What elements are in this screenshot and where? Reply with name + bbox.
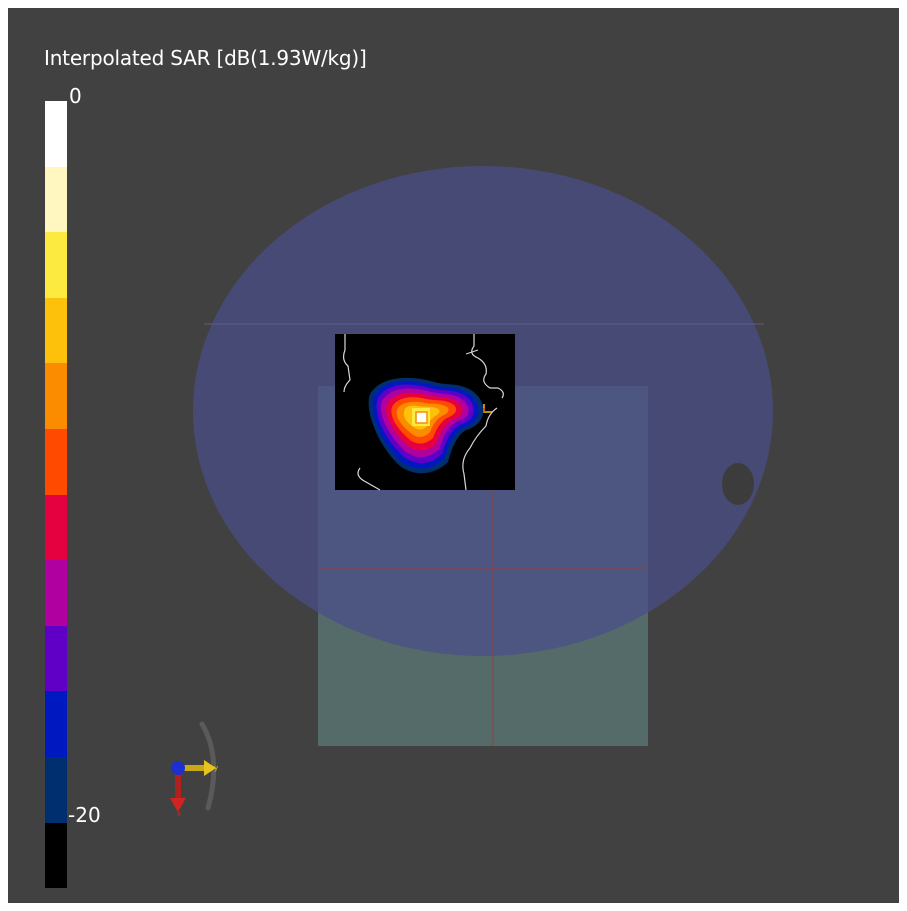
z-axis-knob xyxy=(171,761,185,775)
colorbar-segment xyxy=(45,428,67,495)
scene-3d: y x xyxy=(170,166,773,818)
phantom-hole xyxy=(722,463,754,505)
colorbar-min-label: -20 xyxy=(68,803,101,827)
sar-peak-marker xyxy=(415,411,428,424)
colorbar-max-label: 0 xyxy=(69,84,82,108)
scan-edge-contour xyxy=(357,467,381,491)
scan-edge-contour xyxy=(471,334,504,399)
triad-rotation-arc xyxy=(199,721,217,811)
triad-x-label: x xyxy=(177,810,181,818)
colorbar-segment xyxy=(45,756,67,823)
colorbar xyxy=(45,101,67,889)
colorbar-segment xyxy=(45,494,67,561)
colorbar-segment xyxy=(45,691,67,757)
colorbar-title: Interpolated SAR [dB(1.93W/kg)] xyxy=(44,46,367,70)
colorbar-segment xyxy=(45,101,67,167)
axis-triad[interactable]: y x xyxy=(170,721,218,818)
scan-edge-contour xyxy=(342,334,351,393)
triad-y-label: y xyxy=(214,764,218,772)
scan-edge-contour xyxy=(465,349,479,355)
sar-viewport[interactable]: y x Interpolated SAR [dB(1.93W/kg)] 0 -2… xyxy=(8,8,899,903)
colorbar-segment xyxy=(45,363,67,429)
y-axis-arrowhead xyxy=(204,760,216,776)
colorbar-segment xyxy=(45,232,67,298)
colorbar-segment xyxy=(45,560,67,626)
x-axis-arrowhead xyxy=(170,798,186,812)
sar-scan-map xyxy=(335,334,515,491)
colorbar-segment xyxy=(45,625,67,692)
colorbar-segment xyxy=(45,166,67,233)
colorbar-segment xyxy=(45,297,67,364)
colorbar-segment xyxy=(45,822,67,889)
scan-edge-contour xyxy=(462,407,498,491)
